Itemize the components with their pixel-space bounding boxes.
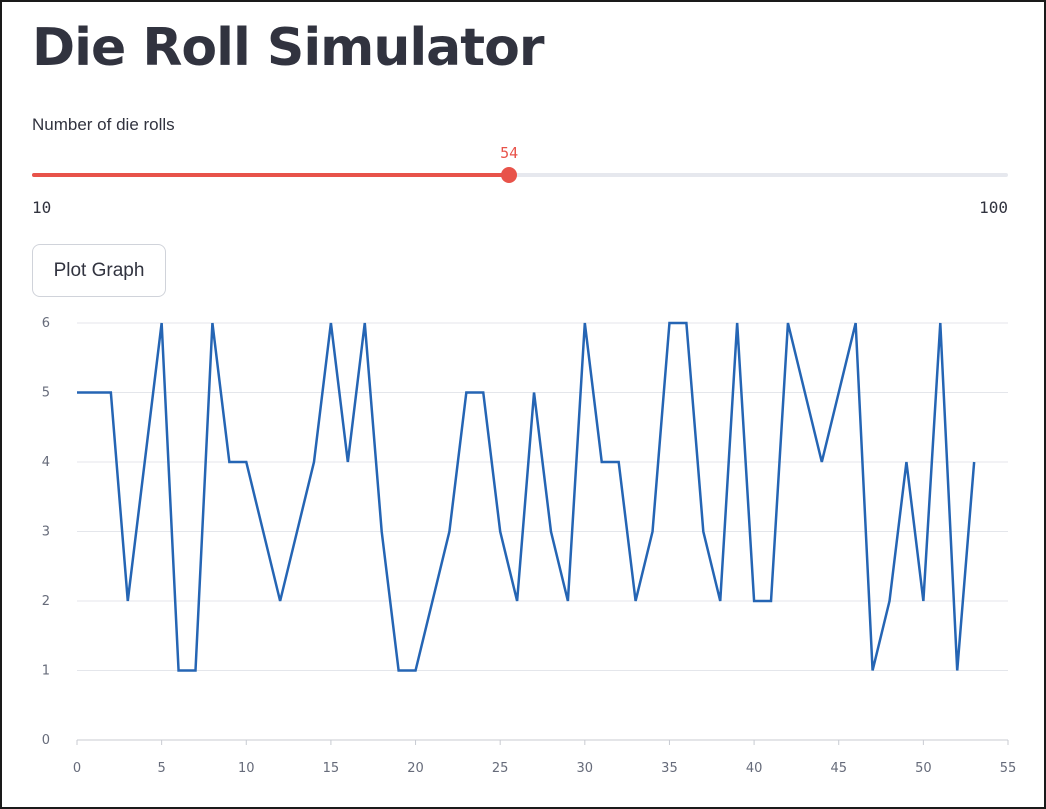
slider-max-label: 100 xyxy=(979,198,1008,217)
x-tick-label-0: 0 xyxy=(73,761,81,776)
slider-min-label: 10 xyxy=(32,198,52,217)
slider-track[interactable] xyxy=(32,173,1008,177)
die-rolls-slider[interactable]: 54 10 100 xyxy=(32,140,1008,217)
y-tick-label-2: 2 xyxy=(42,594,50,609)
x-tick-label-5: 5 xyxy=(157,761,165,776)
x-tick-label-15: 15 xyxy=(323,761,340,776)
slider-fill xyxy=(32,173,510,177)
x-tick-label-25: 25 xyxy=(492,761,509,776)
x-tick-label-45: 45 xyxy=(830,761,847,776)
y-tick-label-6: 6 xyxy=(42,316,50,331)
y-tick-label-5: 5 xyxy=(42,386,50,401)
x-tick-label-10: 10 xyxy=(238,761,255,776)
plot-graph-button[interactable]: Plot Graph xyxy=(32,244,166,297)
series-line-0 xyxy=(77,321,976,672)
y-tick-label-1: 1 xyxy=(42,664,50,679)
y-tick-label-0: 0 xyxy=(42,733,50,748)
x-tick-label-40: 40 xyxy=(746,761,763,776)
y-tick-label-3: 3 xyxy=(42,525,50,540)
x-tick-label-35: 35 xyxy=(661,761,678,776)
x-tick-label-30: 30 xyxy=(577,761,594,776)
page-title: Die Roll Simulator xyxy=(32,18,544,78)
y-tick-label-4: 4 xyxy=(42,455,50,470)
x-tick-label-55: 55 xyxy=(1000,761,1017,776)
x-tick-label-20: 20 xyxy=(407,761,424,776)
x-tick-label-50: 50 xyxy=(915,761,932,776)
slider-label: Number of die rolls xyxy=(32,115,175,134)
slider-value: 54 xyxy=(500,144,519,162)
slider-thumb[interactable] xyxy=(501,167,518,183)
